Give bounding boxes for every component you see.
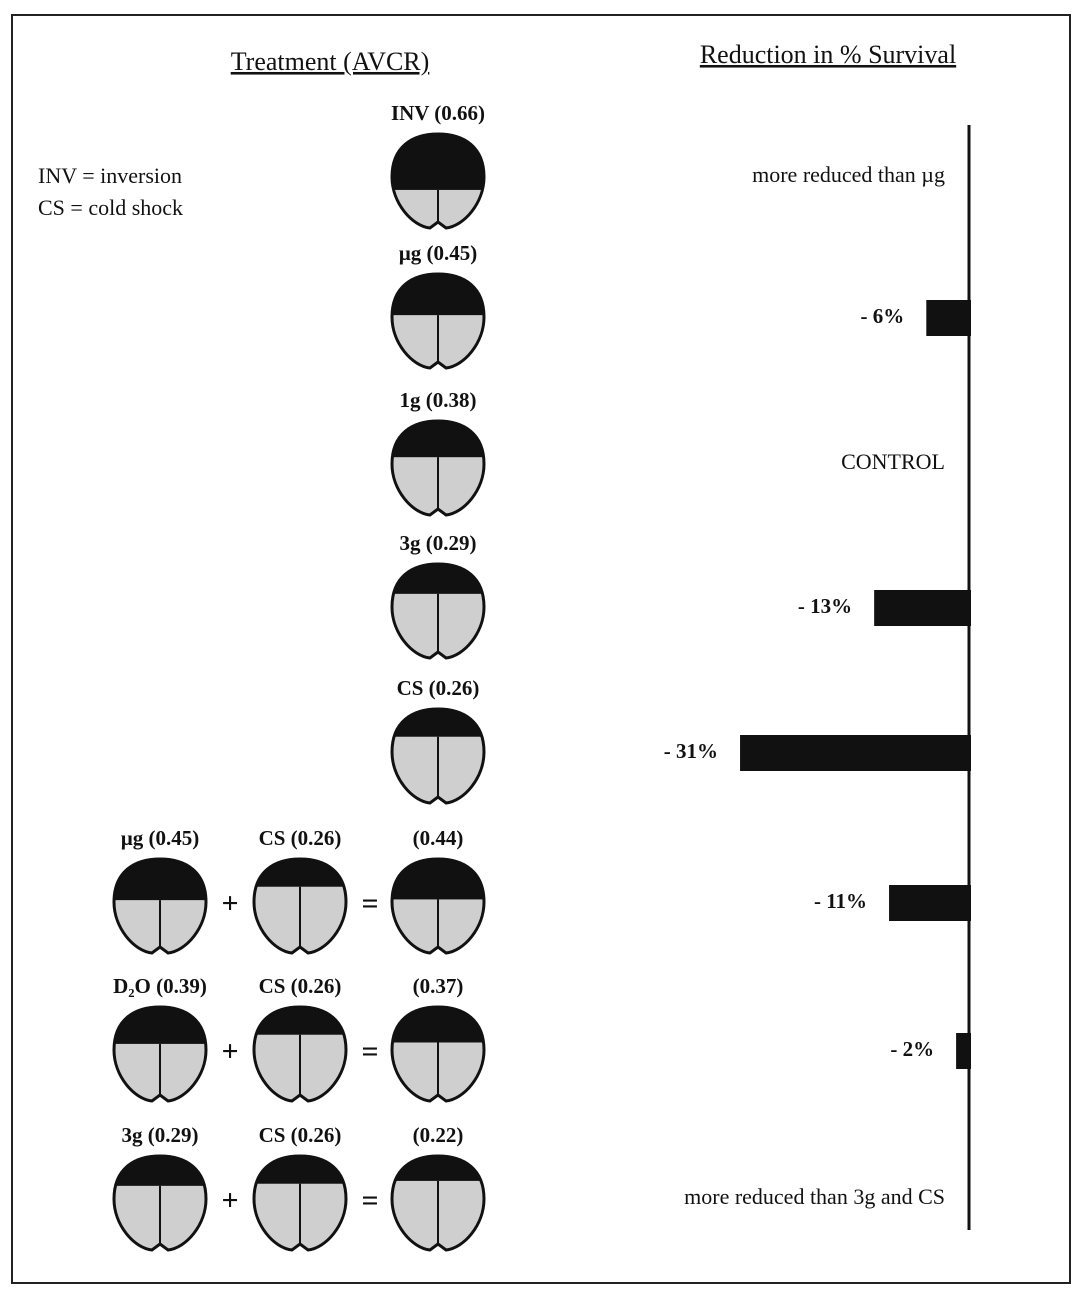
effect-text: more reduced than µg	[752, 162, 945, 187]
legend-entry: CS = cold shock	[38, 195, 183, 220]
icon-label: µg (0.45)	[121, 826, 200, 850]
embryo-icon	[390, 132, 486, 230]
legend-entry: INV = inversion	[38, 163, 182, 188]
embryo-icon	[390, 857, 486, 955]
reduction-bar	[740, 735, 971, 771]
reduction-bar	[926, 300, 971, 336]
icon-label: 3g (0.29)	[400, 531, 477, 555]
embryo-icon	[112, 857, 208, 955]
reduction-label: - 31%	[664, 739, 718, 763]
embryo-icon	[390, 1005, 486, 1103]
embryo-outline	[112, 857, 208, 955]
embryo-outline	[390, 272, 486, 370]
reduction-label: - 6%	[861, 304, 905, 328]
icon-label: (0.22)	[413, 1123, 464, 1147]
icon-label: (0.44)	[413, 826, 464, 850]
icon-label: D₂O (0.39)	[113, 974, 207, 998]
animal-region	[114, 859, 206, 901]
embryo-outline	[390, 707, 486, 805]
animal-region	[392, 1007, 484, 1043]
embryo-icon	[390, 272, 486, 370]
icon-label: (0.37)	[413, 974, 464, 998]
embryo-icon	[112, 1154, 208, 1252]
equals-sign: =	[361, 1184, 378, 1217]
embryo-icon	[252, 1154, 348, 1252]
icon-label: µg (0.45)	[399, 241, 478, 265]
treatment-header: Treatment (AVCR)	[231, 47, 430, 76]
embryo-outline	[390, 419, 486, 517]
embryo-icon	[390, 419, 486, 517]
reduction-header: Reduction in % Survival	[700, 40, 956, 69]
embryo-outline	[390, 562, 486, 660]
animal-region	[114, 1007, 206, 1044]
icon-label: CS (0.26)	[397, 676, 480, 700]
embryo-outline	[390, 132, 486, 230]
embryo-outline	[252, 1005, 348, 1103]
embryo-outline	[252, 1154, 348, 1252]
effect-text: more reduced than 3g and CS	[684, 1184, 945, 1209]
icon-label: INV (0.66)	[391, 101, 485, 125]
embryo-outline	[390, 1154, 486, 1252]
icon-label: CS (0.26)	[259, 974, 342, 998]
plus-sign: +	[221, 1035, 238, 1068]
embryo-icon	[252, 1005, 348, 1103]
reduction-label: - 13%	[798, 594, 852, 618]
plus-sign: +	[221, 1184, 238, 1217]
embryo-outline	[112, 1005, 208, 1103]
animal-region	[392, 274, 484, 316]
embryo-icon	[252, 857, 348, 955]
reduction-label: - 2%	[890, 1037, 934, 1061]
embryo-outline	[252, 857, 348, 955]
animal-region	[392, 421, 484, 458]
reduction-label: - 11%	[814, 889, 867, 913]
icon-label: 1g (0.38)	[400, 388, 477, 412]
embryo-outline	[390, 1005, 486, 1103]
embryo-outline	[390, 857, 486, 955]
embryo-icon	[390, 1154, 486, 1252]
reduction-bar	[874, 590, 971, 626]
effect-text: CONTROL	[841, 449, 945, 474]
equals-sign: =	[361, 1035, 378, 1068]
animal-region	[392, 859, 484, 900]
icon-label: 3g (0.29)	[122, 1123, 199, 1147]
icon-label: CS (0.26)	[259, 1123, 342, 1147]
embryo-icon	[390, 707, 486, 805]
reduction-bar	[956, 1033, 971, 1069]
icon-label: CS (0.26)	[259, 826, 342, 850]
plus-sign: +	[221, 887, 238, 920]
animal-region	[392, 134, 484, 190]
embryo-icon	[390, 562, 486, 660]
frame	[11, 14, 1071, 1284]
embryo-outline	[112, 1154, 208, 1252]
embryo-icon	[112, 1005, 208, 1103]
reduction-bar	[889, 885, 971, 921]
equals-sign: =	[361, 887, 378, 920]
